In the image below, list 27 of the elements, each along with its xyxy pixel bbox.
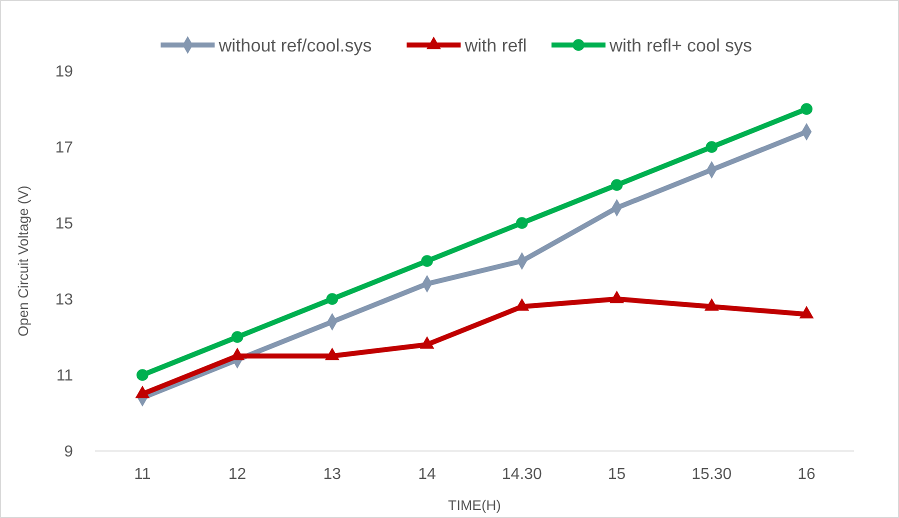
y-tick-label: 13	[55, 292, 74, 309]
point	[706, 141, 718, 153]
point	[231, 331, 244, 343]
y-tick-label: 11	[56, 368, 74, 385]
y-tick-label: 15	[55, 216, 74, 233]
y-axis-title: Open Circuit Voltage (V)	[15, 186, 31, 336]
legend-label: with refl+ cool sys	[608, 35, 752, 56]
x-tick-label: 16	[798, 466, 816, 483]
point	[610, 179, 623, 191]
x-tick-label: 13	[323, 466, 342, 483]
x-tick-label: 14.30	[502, 466, 542, 483]
x-tick-label: 14	[418, 466, 436, 483]
x-tick-label: 15.30	[692, 466, 732, 483]
legend-label: with refl	[464, 35, 527, 56]
x-tick-label: 15	[608, 466, 626, 483]
point	[326, 293, 338, 305]
x-tick-label: 12	[228, 466, 246, 483]
x-axis-title: TIME(H)	[448, 497, 501, 513]
point	[136, 369, 148, 381]
y-tick-label: 19	[55, 64, 74, 81]
point	[516, 217, 528, 229]
point	[800, 103, 812, 115]
x-tick-label: 11	[134, 466, 151, 483]
point	[421, 255, 433, 267]
legend-label: without ref/cool.sys	[218, 35, 372, 56]
y-tick-label: 9	[64, 444, 74, 461]
y-tick-label: 17	[55, 140, 74, 157]
